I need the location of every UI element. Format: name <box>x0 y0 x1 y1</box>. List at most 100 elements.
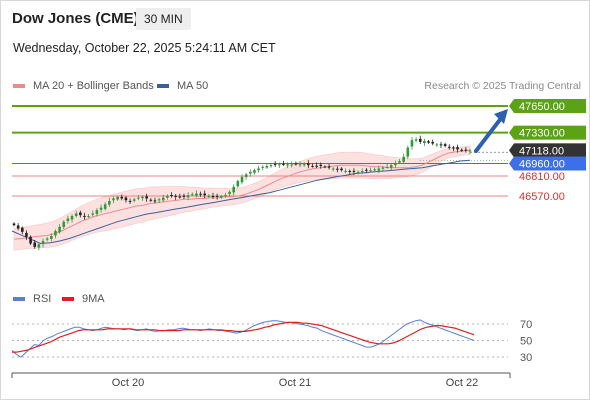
candle-body <box>190 194 194 196</box>
level-label-pointer-pivot <box>509 156 514 171</box>
candle-body <box>365 169 368 171</box>
rsi-ma-line <box>12 321 475 353</box>
forecast-arrow-icon <box>494 109 508 124</box>
candle-body <box>132 199 136 201</box>
candle-body <box>166 196 169 198</box>
rsi-tick-label: 50 <box>520 336 532 348</box>
candle-body <box>290 164 294 166</box>
x-tick-label: Oct 22 <box>446 377 478 389</box>
candle-body <box>199 193 202 195</box>
candle-body <box>319 164 323 166</box>
candle-body <box>108 201 111 205</box>
candle-body <box>20 227 24 232</box>
candle-body <box>278 164 281 166</box>
candle-body <box>224 195 227 197</box>
candle-body <box>468 150 472 152</box>
candle-body <box>145 196 148 199</box>
candle-body <box>232 186 236 193</box>
candle-body <box>236 181 240 187</box>
candle-body <box>153 200 157 202</box>
candle-body <box>124 197 128 201</box>
candle-body <box>141 196 144 199</box>
candle-body <box>273 163 277 165</box>
candle-body <box>418 138 422 142</box>
level-label-box-current <box>514 143 586 158</box>
candle-body <box>385 166 389 168</box>
candle-body <box>352 170 356 172</box>
candle-body <box>120 196 124 199</box>
candle-body <box>170 195 173 196</box>
legend-ma20-label: MA 20 + Bollinger Bands <box>33 80 154 92</box>
candle-body <box>360 171 364 172</box>
candle-body <box>298 164 302 166</box>
ma50-swatch-icon <box>157 84 169 88</box>
candle-body <box>344 171 347 172</box>
level-label-current: 47118.00 <box>519 145 564 157</box>
candle-body <box>336 168 339 170</box>
candle-body <box>286 164 289 166</box>
candle-body <box>12 223 16 226</box>
candle-body <box>294 163 298 165</box>
level-label-resistance: 47330.00 <box>519 128 565 140</box>
candle-body <box>439 144 443 146</box>
legend-9ma: 9MA <box>62 293 105 305</box>
research-credit: Research © 2025 Trading Central <box>424 80 581 92</box>
level-label-pointer-resistance <box>509 125 514 140</box>
candle-body <box>377 168 381 171</box>
legend-ma50: MA 50 <box>157 80 208 92</box>
candle-body <box>99 207 103 210</box>
candle-body <box>79 212 82 216</box>
candle-body <box>161 197 165 201</box>
candle-body <box>269 165 273 167</box>
candle-body <box>402 156 405 162</box>
level-label-support: 46570.00 <box>519 191 565 203</box>
candle-body <box>66 218 70 222</box>
x-tick-label: Oct 21 <box>279 377 311 389</box>
x-tick-label: Oct 20 <box>112 377 144 389</box>
instrument-title: Dow Jones (CME) <box>12 10 139 27</box>
timeframe-button[interactable]: 30 MIN <box>136 8 191 30</box>
candle-body <box>327 166 331 168</box>
candle-body <box>16 225 20 229</box>
candle-body <box>54 231 57 236</box>
candle-body <box>265 166 269 168</box>
level-label-support: 46810.00 <box>519 171 565 183</box>
rsi-tick-label: 30 <box>520 352 532 364</box>
candle-body <box>33 242 37 247</box>
candle-body <box>29 236 32 244</box>
candle-body <box>323 166 327 168</box>
level-label-box-pivot <box>514 156 586 171</box>
ma50-line <box>11 159 471 245</box>
rsi-tick-label: 70 <box>520 319 532 331</box>
candle-body <box>447 146 451 148</box>
candle-body <box>91 213 95 215</box>
candle-body <box>248 171 252 174</box>
candle-body <box>186 195 190 198</box>
candle-body <box>443 144 447 146</box>
candle-body <box>431 141 434 144</box>
candle-body <box>87 216 90 217</box>
candle-body <box>58 226 61 233</box>
forecast-arrow-shaft <box>474 115 504 153</box>
candle-body <box>137 197 140 199</box>
candle-body <box>452 147 455 149</box>
candle-body <box>182 195 186 197</box>
legend-9ma-label: 9MA <box>82 293 105 305</box>
candle-body <box>410 140 414 147</box>
candle-body <box>456 147 459 150</box>
candle-body <box>41 241 45 245</box>
candle-body <box>103 204 107 209</box>
level-label-pointer-resistance <box>509 99 514 113</box>
candle-body <box>389 165 393 168</box>
candle-body <box>178 196 182 198</box>
candle-body <box>37 244 41 248</box>
candle-body <box>244 174 248 178</box>
candle-body <box>253 170 256 173</box>
ma20-line <box>13 149 471 240</box>
candle-body <box>261 166 265 168</box>
candle-body <box>381 167 385 169</box>
candle-body <box>257 168 260 171</box>
level-label-box-resistance <box>514 99 586 113</box>
candle-body <box>174 195 177 197</box>
candle-body <box>215 195 219 197</box>
